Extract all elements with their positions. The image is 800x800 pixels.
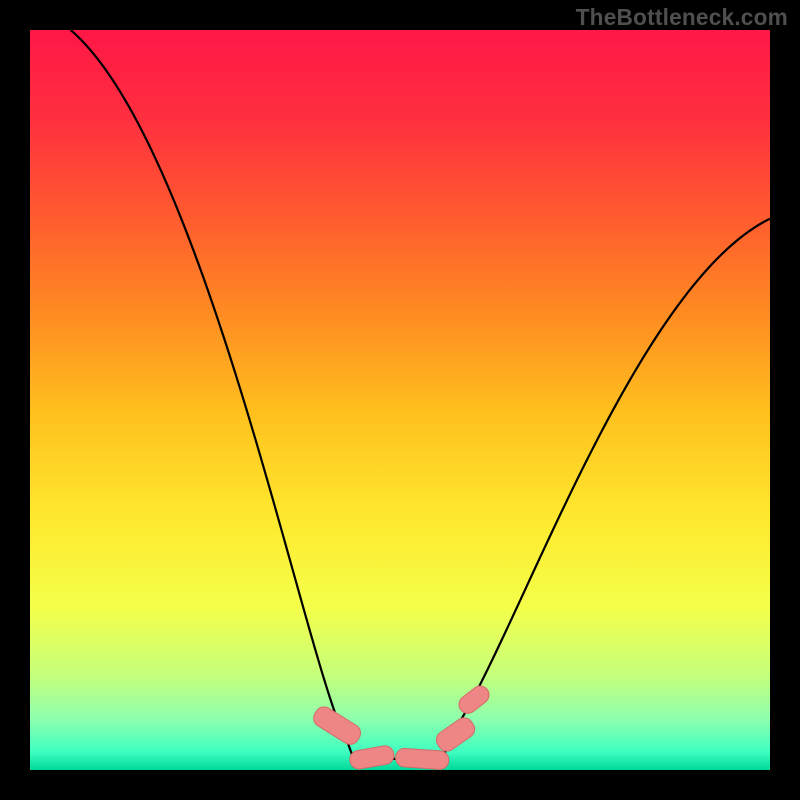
figure-root: TheBottleneck.com [0, 0, 800, 800]
gradient-fill-rect [30, 30, 770, 770]
plot-svg [30, 30, 770, 770]
valley-marker [395, 748, 449, 770]
plot-area [30, 30, 770, 770]
watermark-text: TheBottleneck.com [576, 4, 788, 31]
